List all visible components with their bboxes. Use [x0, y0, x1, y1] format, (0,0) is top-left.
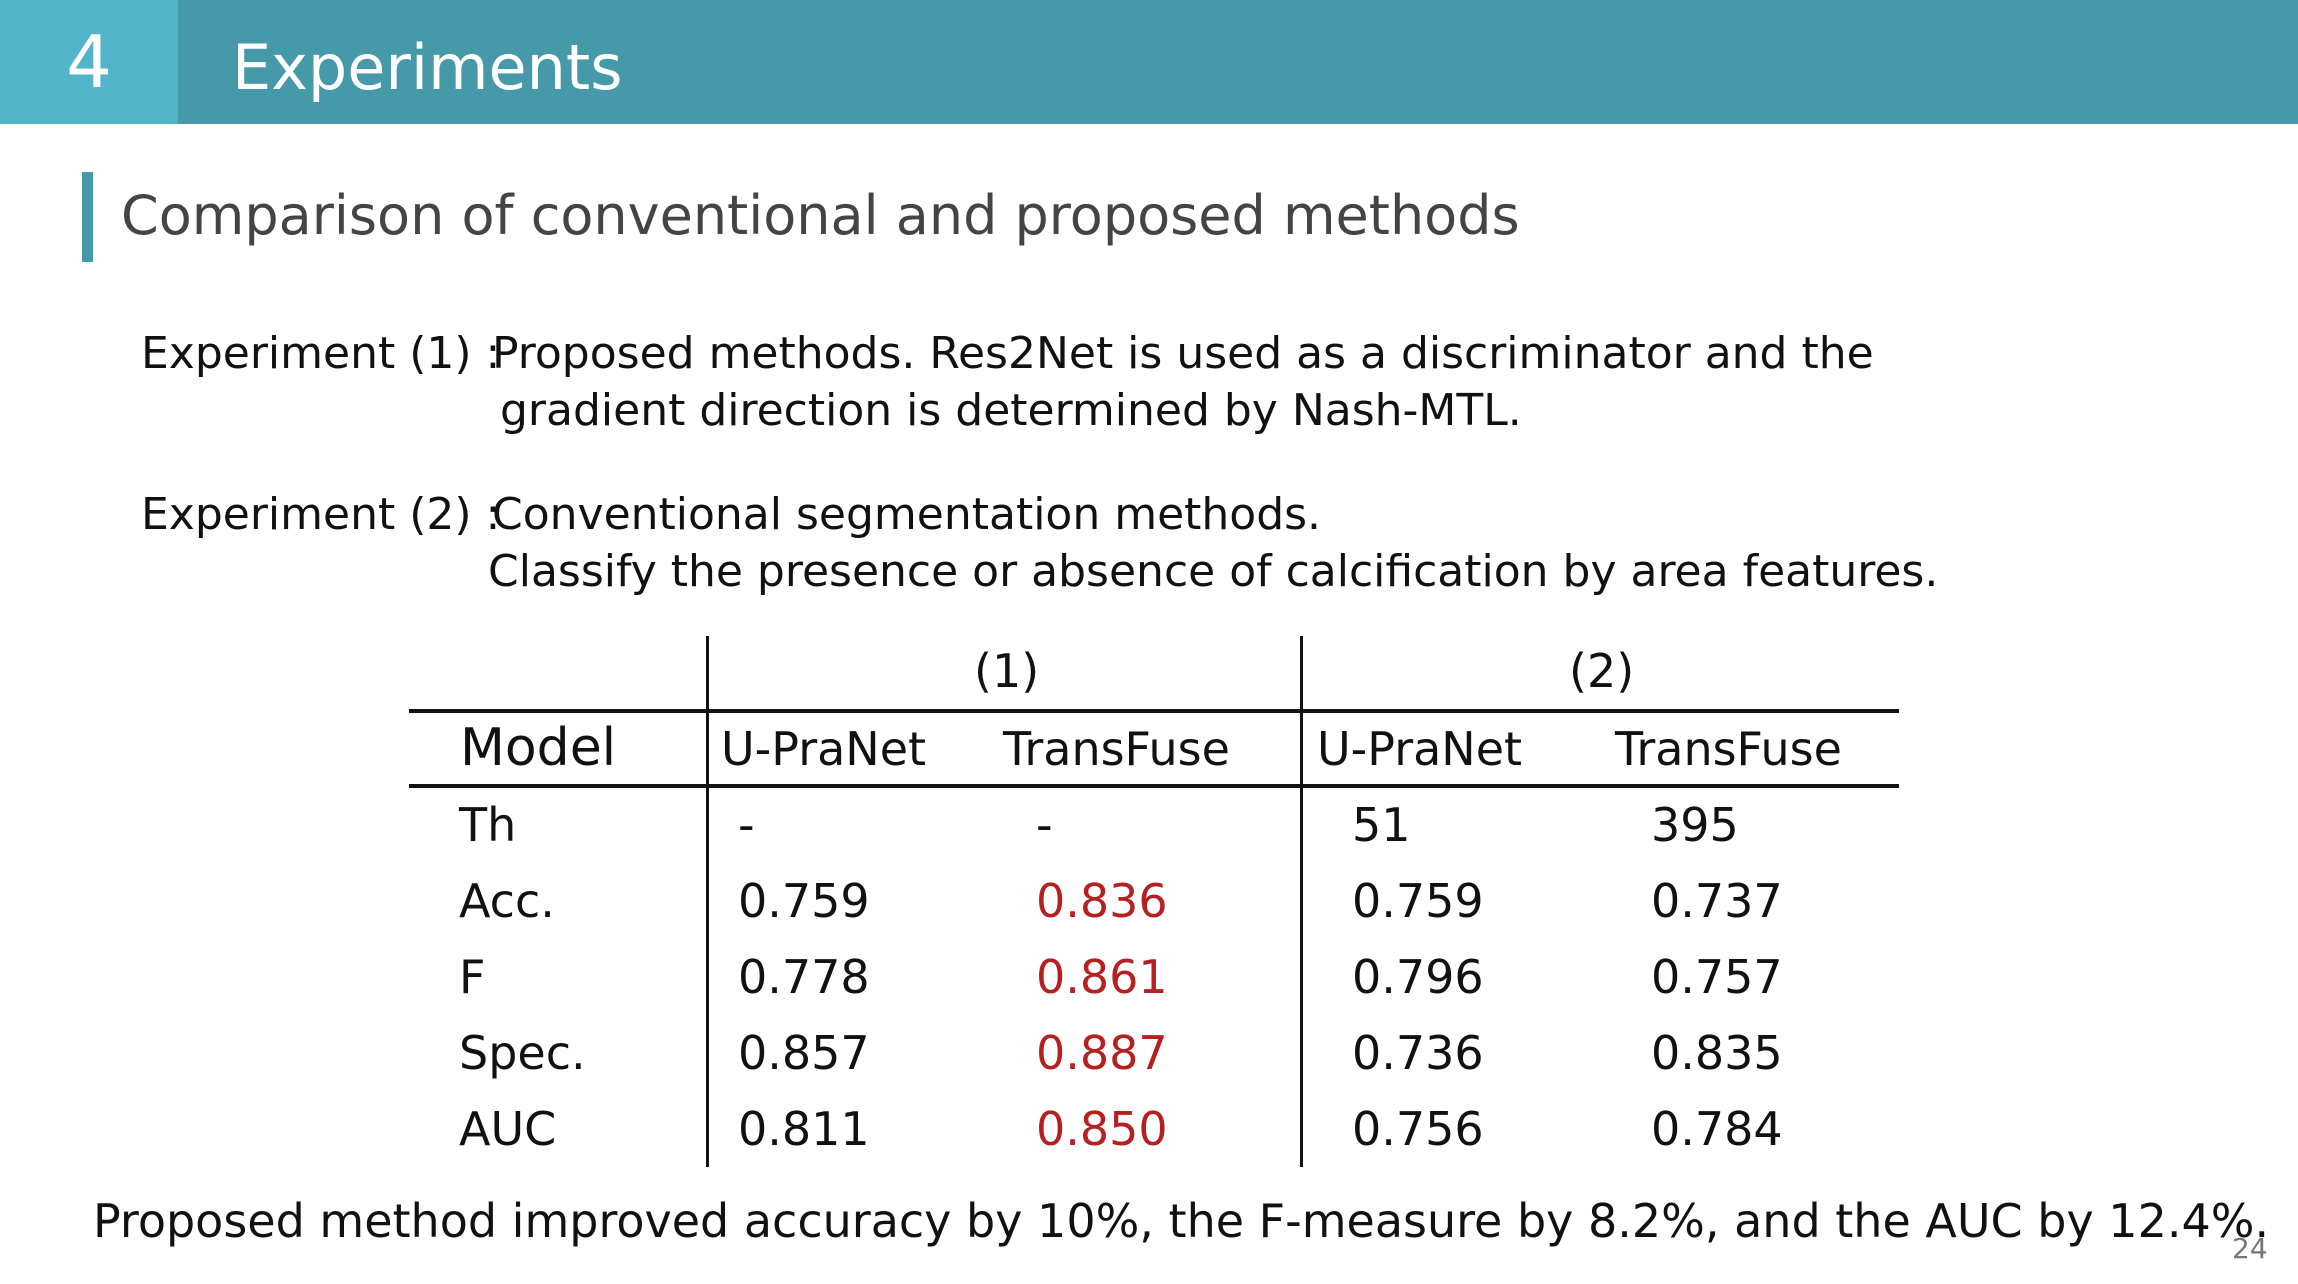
cell-auc-transfuse-2: 0.784 [1651, 1102, 1783, 1156]
slide-subtitle: Comparison of conventional and proposed … [121, 184, 1520, 247]
experiment-2-line1: Conventional segmentation methods. [492, 489, 1322, 540]
cell-f-upranet-1: 0.778 [738, 950, 870, 1004]
cell-th-upranet-1: - [738, 798, 755, 852]
row-label-spec: Spec. [459, 1026, 586, 1080]
cell-spec-upranet-2: 0.736 [1352, 1026, 1484, 1080]
cell-th-transfuse-2: 395 [1651, 798, 1739, 852]
conclusion-text: Proposed method improved accuracy by 10%… [93, 1194, 2270, 1248]
cell-auc-transfuse-1: 0.850 [1036, 1102, 1168, 1156]
page-number: 24 [2232, 1232, 2268, 1265]
cell-f-transfuse-2: 0.757 [1651, 950, 1783, 1004]
cell-spec-transfuse-2: 0.835 [1651, 1026, 1783, 1080]
table-rule-top [409, 709, 1899, 713]
cell-auc-upranet-2: 0.756 [1352, 1102, 1484, 1156]
row-label-f: F [459, 950, 486, 1004]
group-header-2: (2) [1569, 644, 1635, 698]
cell-spec-transfuse-1: 0.887 [1036, 1026, 1168, 1080]
cell-f-upranet-2: 0.796 [1352, 950, 1484, 1004]
column-header-upranet-1: U-PraNet [721, 722, 927, 776]
cell-th-transfuse-1: - [1036, 798, 1053, 852]
table-divider-right [1300, 636, 1303, 1167]
column-header-transfuse-2: TransFuse [1615, 722, 1842, 776]
cell-spec-upranet-1: 0.857 [738, 1026, 870, 1080]
slide-title: Experiments [232, 31, 623, 104]
section-number: 4 [0, 0, 178, 124]
row-label-th: Th [459, 798, 517, 852]
row-label-acc: Acc. [459, 874, 555, 928]
cell-th-upranet-2: 51 [1352, 798, 1411, 852]
column-header-transfuse-1: TransFuse [1003, 722, 1230, 776]
column-header-model: Model [460, 718, 617, 778]
table-divider-left [706, 636, 709, 1167]
row-label-auc: AUC [459, 1102, 557, 1156]
experiment-1-line2: gradient direction is determined by Nash… [500, 385, 1522, 436]
cell-f-transfuse-1: 0.861 [1036, 950, 1168, 1004]
subtitle-accent-bar [82, 172, 93, 262]
experiment-2-line2: Classify the presence or absence of calc… [488, 546, 1939, 597]
header-bar [0, 0, 2298, 124]
experiment-2-label: Experiment (2) : [141, 489, 501, 540]
experiment-1-label: Experiment (1) : [141, 328, 501, 379]
experiment-1-line1: Proposed methods. Res2Net is used as a d… [492, 328, 1874, 379]
cell-acc-upranet-2: 0.759 [1352, 874, 1484, 928]
column-header-upranet-2: U-PraNet [1317, 722, 1523, 776]
cell-auc-upranet-1: 0.811 [738, 1102, 870, 1156]
cell-acc-transfuse-1: 0.836 [1036, 874, 1168, 928]
cell-acc-upranet-1: 0.759 [738, 874, 870, 928]
group-header-1: (1) [974, 644, 1040, 698]
table-rule-header [409, 784, 1899, 788]
cell-acc-transfuse-2: 0.737 [1651, 874, 1783, 928]
